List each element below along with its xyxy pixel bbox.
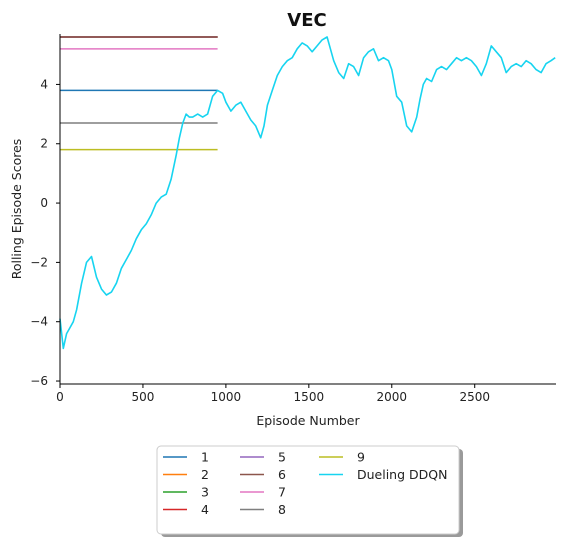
- y-tick-label: 0: [40, 196, 48, 210]
- legend-label: 3: [201, 485, 209, 500]
- x-tick-label: 500: [131, 390, 154, 404]
- series-line-dueling-ddqn: [59, 36, 556, 350]
- y-ticks: −6 −4 −2 0 2 4: [30, 77, 60, 388]
- y-tick-label: 2: [40, 137, 48, 151]
- plot-area: [59, 36, 556, 350]
- legend-items: 1 2 3 4 5 6 7 8 9 Dueling DDQN: [163, 450, 447, 517]
- legend-label: Dueling DDQN: [357, 467, 447, 482]
- legend: 1 2 3 4 5 6 7 8 9 Dueling DDQN: [156, 445, 463, 537]
- y-tick-label: −2: [30, 255, 48, 269]
- x-tick-label: 2000: [376, 390, 407, 404]
- legend-label: 2: [201, 467, 209, 482]
- legend-label: 8: [278, 502, 286, 517]
- legend-label: 7: [278, 485, 286, 500]
- legend-label: 9: [357, 450, 365, 465]
- x-axis-label: Episode Number: [256, 413, 360, 428]
- y-tick-label: 4: [40, 77, 48, 91]
- legend-frame: [156, 445, 460, 535]
- y-tick-label: −6: [30, 374, 48, 388]
- x-ticks: 0 500 1000 1500 2000 2500: [56, 384, 490, 404]
- legend-label: 4: [201, 502, 209, 517]
- x-tick-label: 1500: [294, 390, 325, 404]
- x-tick-label: 0: [56, 390, 64, 404]
- chart-title: VEC: [287, 10, 326, 31]
- x-tick-label: 1000: [211, 390, 242, 404]
- legend-label: 5: [278, 450, 286, 465]
- legend-label: 6: [278, 467, 286, 482]
- legend-label: 1: [201, 450, 209, 465]
- y-tick-label: −4: [30, 315, 48, 329]
- x-tick-label: 2500: [459, 390, 490, 404]
- y-axis-label: Rolling Episode Scores: [9, 139, 24, 280]
